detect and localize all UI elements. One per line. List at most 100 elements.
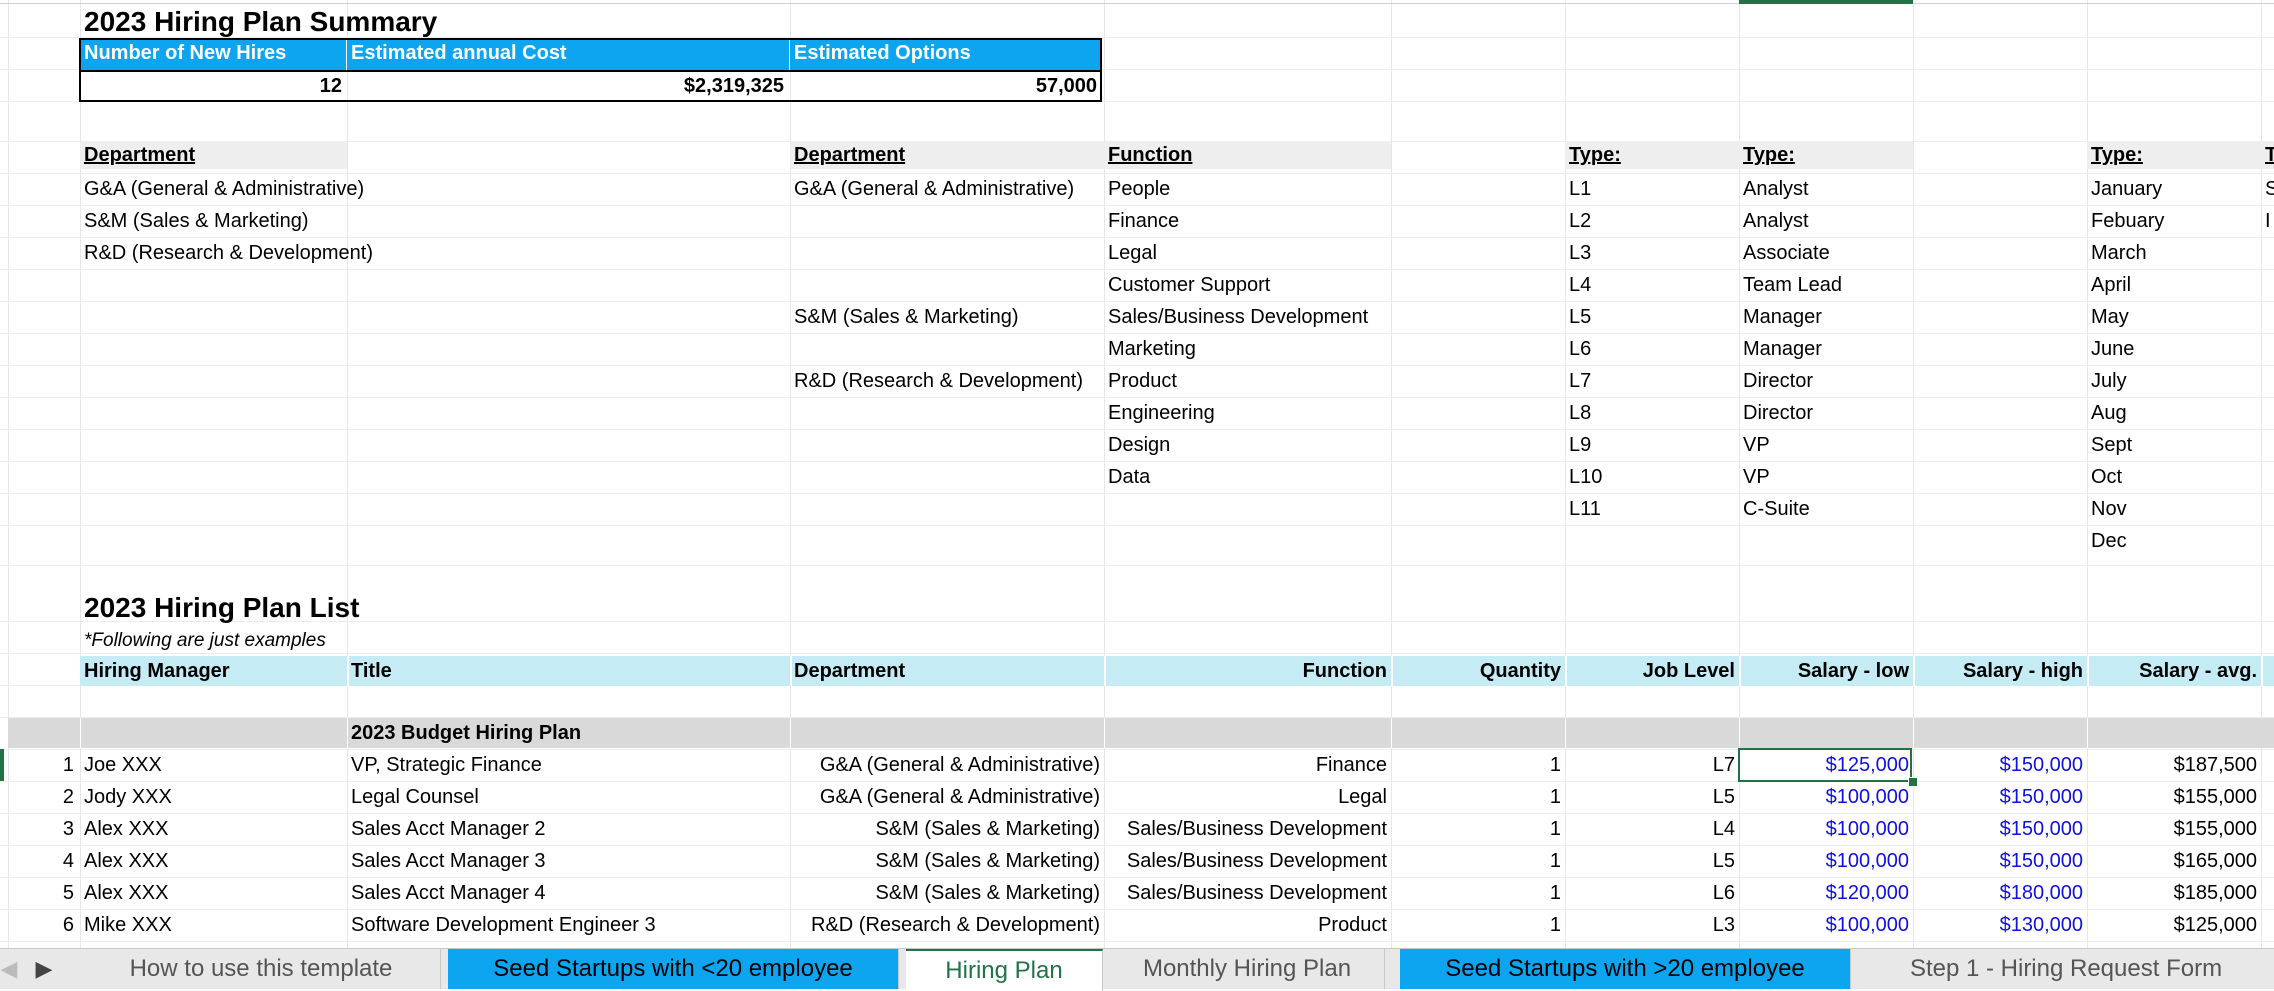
dept-function-dept[interactable]: R&D (Research & Development) <box>794 370 1083 392</box>
function-item[interactable]: Design <box>1108 434 1171 456</box>
cell-salary-low[interactable]: $100,000 <box>1825 850 1909 872</box>
month-item[interactable]: Febuary <box>2091 210 2165 232</box>
month-item[interactable]: Sept <box>2091 434 2133 456</box>
cell-title[interactable]: Sales Acct Manager 3 <box>351 850 546 872</box>
cut-item[interactable]: I <box>2265 210 2271 232</box>
cell-quantity[interactable]: 1 <box>1549 850 1561 872</box>
level-item[interactable]: L8 <box>1569 402 1592 424</box>
level-item[interactable]: L6 <box>1569 338 1592 360</box>
role-item[interactable]: Manager <box>1743 338 1822 360</box>
next-sheet-icon[interactable]: ▶ <box>35 956 53 981</box>
function-item[interactable]: Legal <box>1108 242 1157 264</box>
cell-function[interactable]: Sales/Business Development <box>1126 882 1387 904</box>
dept-list-item[interactable]: G&A (General & Administrative) <box>84 178 365 200</box>
cell-salary-avg[interactable]: $155,000 <box>2173 786 2257 808</box>
role-item[interactable]: VP <box>1743 434 1770 456</box>
role-item[interactable]: Analyst <box>1743 210 1809 232</box>
level-item[interactable]: L5 <box>1569 306 1592 328</box>
month-item[interactable]: Oct <box>2091 466 2123 488</box>
cell-quantity[interactable]: 1 <box>1549 754 1561 776</box>
cell-manager[interactable]: Jody XXX <box>84 786 172 808</box>
month-item[interactable]: May <box>2091 306 2129 328</box>
cell-salary-high[interactable]: $130,000 <box>1999 914 2083 936</box>
function-item[interactable]: Engineering <box>1108 402 1215 424</box>
level-item[interactable]: L11 <box>1569 498 1601 520</box>
cell-title[interactable]: Sales Acct Manager 4 <box>351 882 546 904</box>
level-item[interactable]: L10 <box>1569 466 1603 488</box>
cell-manager[interactable]: Alex XXX <box>84 882 169 904</box>
cell-department[interactable]: S&M (Sales & Marketing) <box>875 818 1100 840</box>
cell-job-level[interactable]: L4 <box>1712 818 1735 840</box>
function-item[interactable]: People <box>1108 178 1171 200</box>
cell-job-level[interactable]: L5 <box>1712 850 1735 872</box>
cell-salary-high[interactable]: $150,000 <box>1999 818 2083 840</box>
selected-cell[interactable] <box>1738 748 1912 782</box>
level-item[interactable]: L4 <box>1569 274 1592 296</box>
cell-department[interactable]: G&A (General & Administrative) <box>819 786 1100 808</box>
cell-manager[interactable]: Mike XXX <box>84 914 172 936</box>
cell-function[interactable]: Sales/Business Development <box>1126 818 1387 840</box>
summary-annual-cost-value[interactable]: $2,319,325 <box>683 75 784 97</box>
cell-function[interactable]: Legal <box>1338 786 1387 808</box>
cell-salary-low[interactable]: $100,000 <box>1825 914 1909 936</box>
cell-manager[interactable]: Alex XXX <box>84 818 169 840</box>
cell-title[interactable]: VP, Strategic Finance <box>351 754 542 776</box>
cell-function[interactable]: Finance <box>1315 754 1387 776</box>
cell-department[interactable]: R&D (Research & Development) <box>811 914 1100 936</box>
function-item[interactable]: Marketing <box>1108 338 1196 360</box>
tab-how-to-use[interactable]: How to use this template <box>82 949 441 989</box>
function-item[interactable]: Data <box>1108 466 1151 488</box>
month-item[interactable]: Dec <box>2091 530 2127 552</box>
cell-job-level[interactable]: L6 <box>1712 882 1735 904</box>
fill-handle[interactable] <box>1908 777 1918 787</box>
month-item[interactable]: January <box>2091 178 2163 200</box>
month-item[interactable]: July <box>2091 370 2127 392</box>
function-item[interactable]: Sales/Business Development <box>1108 306 1369 328</box>
cell-salary-low[interactable]: $100,000 <box>1825 786 1909 808</box>
cell-salary-high[interactable]: $150,000 <box>1999 754 2083 776</box>
tab-seed-startups-over-20[interactable]: Seed Startups with >20 employee <box>1400 949 1851 989</box>
cell-manager[interactable]: Joe XXX <box>84 754 162 776</box>
cell-salary-avg[interactable]: $165,000 <box>2173 850 2257 872</box>
cell-salary-high[interactable]: $150,000 <box>1999 786 2083 808</box>
summary-options-value[interactable]: 57,000 <box>1035 75 1097 97</box>
month-item[interactable]: March <box>2091 242 2147 264</box>
cell-quantity[interactable]: 1 <box>1549 914 1561 936</box>
cell-quantity[interactable]: 1 <box>1549 818 1561 840</box>
role-item[interactable]: Team Lead <box>1743 274 1842 296</box>
cell-salary-avg[interactable]: $155,000 <box>2173 818 2257 840</box>
level-item[interactable]: L7 <box>1569 370 1592 392</box>
month-item[interactable]: June <box>2091 338 2135 360</box>
dept-list-item[interactable]: R&D (Research & Development) <box>84 242 373 264</box>
prev-sheet-icon[interactable]: ◀ <box>0 956 18 981</box>
role-item[interactable]: Manager <box>1743 306 1822 328</box>
dept-function-dept[interactable]: G&A (General & Administrative) <box>794 178 1075 200</box>
level-item[interactable]: L2 <box>1569 210 1592 232</box>
dept-list-item[interactable]: S&M (Sales & Marketing) <box>84 210 309 232</box>
cell-salary-low[interactable]: $100,000 <box>1825 818 1909 840</box>
cell-title[interactable]: Sales Acct Manager 2 <box>351 818 546 840</box>
role-item[interactable]: Analyst <box>1743 178 1809 200</box>
level-item[interactable]: L3 <box>1569 242 1592 264</box>
tab-hiring-request-form[interactable]: Step 1 - Hiring Request Form <box>1909 955 2223 982</box>
cell-salary-avg[interactable]: $185,000 <box>2173 882 2257 904</box>
role-item[interactable]: VP <box>1743 466 1770 488</box>
role-item[interactable]: Director <box>1743 370 1814 392</box>
cell-title[interactable]: Legal Counsel <box>351 786 479 808</box>
cell-department[interactable]: S&M (Sales & Marketing) <box>875 882 1100 904</box>
cell-quantity[interactable]: 1 <box>1549 882 1561 904</box>
month-item[interactable]: April <box>2091 274 2132 296</box>
cell-function[interactable]: Sales/Business Development <box>1126 850 1387 872</box>
role-item[interactable]: C-Suite <box>1743 498 1810 520</box>
cell-title[interactable]: Software Development Engineer 3 <box>351 914 656 936</box>
summary-new-hires-value[interactable]: 12 <box>319 75 342 97</box>
cell-manager[interactable]: Alex XXX <box>84 850 169 872</box>
cell-job-level[interactable]: L5 <box>1712 786 1735 808</box>
cell-department[interactable]: G&A (General & Administrative) <box>819 754 1100 776</box>
tab-hiring-plan[interactable]: Hiring Plan <box>906 949 1103 991</box>
level-item[interactable]: L1 <box>1569 178 1592 200</box>
cell-department[interactable]: S&M (Sales & Marketing) <box>875 850 1100 872</box>
dept-function-dept[interactable]: S&M (Sales & Marketing) <box>794 306 1019 328</box>
cell-job-level[interactable]: L3 <box>1712 914 1735 936</box>
cell-salary-high[interactable]: $180,000 <box>1999 882 2083 904</box>
